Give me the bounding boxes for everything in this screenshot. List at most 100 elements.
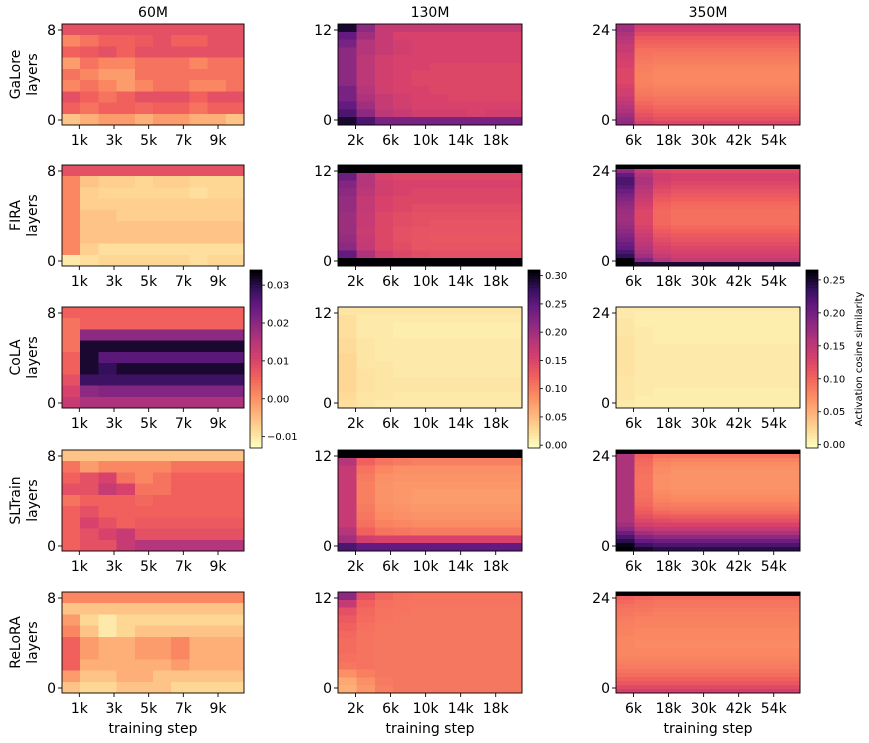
x-tick-label: 6k <box>625 416 643 432</box>
heatmap-cell <box>652 40 672 45</box>
heatmap-cell <box>430 384 449 394</box>
heatmap-cell <box>671 676 691 682</box>
heatmap-cell <box>763 538 783 544</box>
heatmap-cell <box>466 369 486 378</box>
heatmap-cell <box>171 340 190 353</box>
heatmap-cell <box>374 101 394 111</box>
colorbar-swatch <box>250 367 262 372</box>
heatmap-cell <box>781 112 801 118</box>
heatmap-cell <box>411 258 431 267</box>
heatmap-cell <box>116 113 136 126</box>
heatmap-cell <box>652 209 672 215</box>
heatmap-cell <box>744 201 764 206</box>
heatmap-cell <box>448 607 468 616</box>
colorbar-swatch <box>250 320 262 324</box>
heatmap-cell <box>671 331 691 336</box>
heatmap-cell <box>634 490 654 496</box>
heatmap-cell <box>708 387 727 393</box>
heatmap-cell <box>634 60 654 65</box>
heatmap-cell <box>171 472 190 485</box>
heatmap-cell <box>207 385 227 398</box>
heatmap-cell <box>671 32 691 37</box>
heatmap-cell <box>634 375 654 381</box>
heatmap-cell <box>671 608 691 613</box>
heatmap-cell <box>225 307 245 319</box>
heatmap-cell <box>616 104 635 110</box>
heatmap-cell <box>393 361 413 370</box>
heatmap-cell <box>616 319 635 324</box>
x-tick-label: 7k <box>175 274 193 290</box>
x-tick-label: 6k <box>382 416 400 432</box>
heatmap-cell <box>744 379 764 385</box>
heatmap-cell <box>62 91 81 104</box>
heatmap-cell <box>616 530 635 536</box>
heatmap-cell <box>652 80 672 86</box>
heatmap-cell <box>374 677 394 686</box>
colorbar-swatch <box>250 284 262 289</box>
heatmap-cell <box>763 233 783 239</box>
heatmap-cell <box>726 403 746 409</box>
heatmap-cell <box>634 636 654 642</box>
heatmap-cell <box>153 46 172 59</box>
heatmap-cell <box>763 315 783 320</box>
heatmap-cell <box>356 62 376 72</box>
heatmap-cell <box>726 36 746 41</box>
heatmap-cell <box>411 24 431 33</box>
heatmap-cell <box>338 599 357 609</box>
colorbar-swatch <box>250 370 262 375</box>
heatmap-cell <box>503 86 523 95</box>
heatmap-cell <box>189 603 209 616</box>
heatmap-cell <box>503 203 523 213</box>
heatmap-cell <box>466 330 486 339</box>
heatmap-cell <box>356 384 376 394</box>
heatmap-cell <box>356 117 376 126</box>
heatmap-cell <box>652 474 672 479</box>
heatmap-cell <box>652 84 672 90</box>
heatmap-cell <box>448 496 468 505</box>
heatmap-cell <box>708 379 727 385</box>
colorbar-swatch <box>528 364 540 369</box>
heatmap-cell <box>430 669 449 679</box>
heatmap-cell <box>689 510 709 516</box>
heatmap-cell <box>62 68 81 81</box>
heatmap-cell <box>652 351 672 357</box>
heatmap-cell <box>781 72 801 78</box>
x-tick-label: 14k <box>448 559 475 575</box>
heatmap-cell <box>374 345 394 355</box>
heatmap-cell <box>671 636 691 642</box>
heatmap-cell <box>634 359 654 365</box>
colorbar-swatch <box>528 329 540 333</box>
heatmap-cell <box>98 329 118 342</box>
heatmap-cell <box>616 52 635 57</box>
heatmap-cell <box>689 486 709 491</box>
heatmap-cell <box>726 498 746 504</box>
heatmap-cell <box>616 403 635 409</box>
heatmap-cell <box>726 636 746 642</box>
heatmap-cell <box>485 117 505 126</box>
heatmap-cell <box>744 56 764 61</box>
heatmap-cell <box>634 608 654 613</box>
panel-frame <box>61 23 245 126</box>
colorbar-swatch <box>806 370 818 375</box>
heatmap-cell <box>430 203 449 213</box>
colorbar-swatch <box>528 287 540 292</box>
heatmap-cell <box>153 385 172 398</box>
heatmap-cell <box>430 70 449 79</box>
heatmap-cell <box>689 383 709 389</box>
colorbar-swatch <box>806 356 818 360</box>
heatmap-cell <box>207 625 227 638</box>
heatmap-cell <box>411 392 431 401</box>
heatmap-cell <box>153 232 172 245</box>
heatmap-cell <box>466 361 486 370</box>
heatmap-cell <box>171 351 190 364</box>
heatmap-cell <box>726 351 746 357</box>
heatmap-cell <box>356 172 376 182</box>
heatmap-cell <box>652 534 672 540</box>
heatmap-cell <box>634 32 654 37</box>
heatmap-cell <box>744 395 764 401</box>
heatmap-cell <box>744 351 764 357</box>
heatmap-cell <box>781 327 801 332</box>
heatmap-cell <box>485 384 505 394</box>
heatmap-cell <box>393 330 413 339</box>
heatmap-cell <box>225 24 245 36</box>
